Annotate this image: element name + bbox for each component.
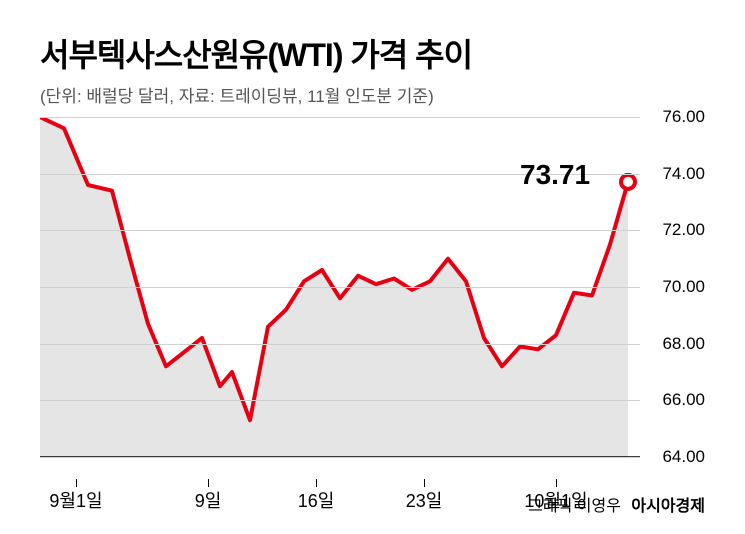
gridline — [40, 400, 640, 401]
x-tick-mark — [556, 479, 557, 487]
x-tick-label: 16일 — [298, 487, 335, 513]
gridline — [40, 287, 640, 288]
x-tick-mark — [208, 479, 209, 487]
y-tick-label: 64.00 — [662, 447, 705, 467]
y-tick-label: 66.00 — [662, 390, 705, 410]
y-tick-label: 72.00 — [662, 220, 705, 240]
y-axis: 64.0066.0068.0070.0072.0074.0076.00 — [645, 117, 705, 457]
chart-subtitle: (단위: 배럴당 달러, 자료: 트레이딩뷰, 11월 인도분 기준) — [40, 82, 705, 107]
callout-value: 73.71 — [520, 159, 590, 191]
chart-title: 서부텍사스산원유(WTI) 가격 추이 — [40, 30, 705, 76]
x-tick-label: 9일 — [195, 487, 222, 513]
x-tick-mark — [76, 479, 77, 487]
x-tick-label: 23일 — [406, 487, 443, 513]
y-tick-label: 74.00 — [662, 164, 705, 184]
gridline — [40, 457, 640, 458]
gridline — [40, 230, 640, 231]
credit: 그래픽 이영우 아시아경제 — [528, 492, 705, 516]
credit-author: 그래픽 이영우 — [528, 498, 621, 515]
chart-container: 64.0066.0068.0070.0072.0074.0076.00 9월1일… — [40, 117, 705, 457]
gridline — [40, 117, 640, 118]
y-tick-label: 76.00 — [662, 107, 705, 127]
x-tick-mark — [316, 479, 317, 487]
y-tick-label: 68.00 — [662, 334, 705, 354]
y-tick-label: 70.00 — [662, 277, 705, 297]
end-marker — [621, 175, 635, 189]
x-tick-mark — [424, 479, 425, 487]
gridline — [40, 344, 640, 345]
x-tick-label: 9월1일 — [49, 487, 102, 513]
credit-brand: 아시아경제 — [631, 498, 705, 515]
